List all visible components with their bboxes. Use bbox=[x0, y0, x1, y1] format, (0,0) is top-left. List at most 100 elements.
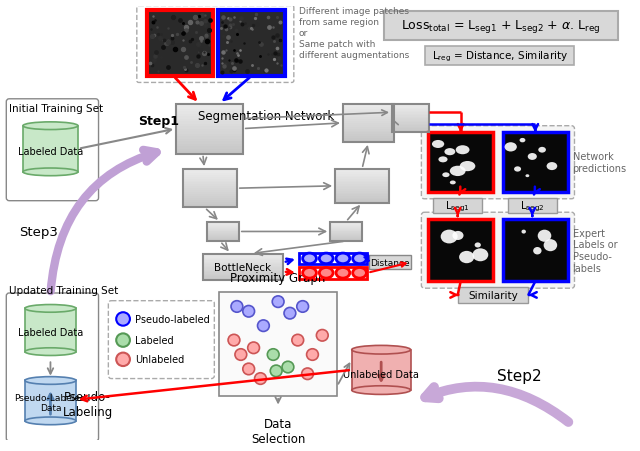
Bar bbox=[335, 170, 389, 172]
Ellipse shape bbox=[538, 147, 546, 153]
Bar bbox=[428, 133, 493, 193]
Bar bbox=[335, 186, 389, 189]
Ellipse shape bbox=[23, 169, 78, 176]
Bar bbox=[335, 188, 389, 190]
Bar bbox=[183, 194, 237, 197]
Bar bbox=[330, 228, 362, 230]
Text: $\mathrm{Loss_{total}}$ = $\mathrm{L_{seg1}}$ + $\mathrm{L_{seg2}}$ + $\alpha$. : $\mathrm{Loss_{total}}$ = $\mathrm{L_{se… bbox=[401, 18, 600, 35]
Bar bbox=[335, 178, 389, 180]
Bar bbox=[183, 183, 237, 185]
Bar bbox=[176, 107, 243, 110]
Bar bbox=[330, 232, 362, 233]
Bar bbox=[330, 240, 362, 242]
Bar bbox=[203, 263, 283, 265]
Bar bbox=[335, 200, 389, 202]
Text: Pseudo-
Labeling: Pseudo- Labeling bbox=[63, 390, 113, 418]
Bar bbox=[392, 120, 429, 122]
Bar bbox=[343, 139, 394, 141]
Ellipse shape bbox=[444, 149, 455, 156]
Text: Unlabeled Data: Unlabeled Data bbox=[343, 369, 419, 379]
Bar bbox=[392, 104, 429, 133]
Bar bbox=[299, 267, 367, 279]
Bar bbox=[392, 126, 429, 128]
Circle shape bbox=[316, 330, 328, 341]
Bar bbox=[203, 258, 283, 260]
Bar bbox=[335, 185, 389, 187]
Bar bbox=[207, 228, 239, 230]
Text: Segmentation Network: Segmentation Network bbox=[198, 110, 335, 123]
Circle shape bbox=[116, 353, 130, 366]
Ellipse shape bbox=[353, 253, 367, 264]
Ellipse shape bbox=[442, 173, 449, 178]
FancyBboxPatch shape bbox=[421, 213, 575, 289]
Bar bbox=[176, 129, 243, 132]
Bar bbox=[330, 226, 362, 228]
Bar bbox=[426, 47, 575, 66]
Ellipse shape bbox=[352, 345, 411, 354]
Bar bbox=[335, 176, 389, 179]
Bar bbox=[207, 237, 239, 238]
Circle shape bbox=[243, 306, 255, 318]
Bar bbox=[176, 134, 243, 137]
Bar bbox=[330, 238, 362, 239]
Bar bbox=[352, 350, 411, 390]
Ellipse shape bbox=[25, 377, 76, 384]
Bar bbox=[392, 113, 429, 115]
Bar bbox=[335, 195, 389, 197]
Text: L$_{\mathrm{seg1}}$: L$_{\mathrm{seg1}}$ bbox=[445, 199, 470, 213]
Bar bbox=[176, 104, 243, 107]
Ellipse shape bbox=[533, 248, 541, 255]
Text: Proximity Graph: Proximity Graph bbox=[230, 272, 326, 285]
Bar bbox=[330, 239, 362, 240]
Bar bbox=[207, 234, 239, 235]
Bar bbox=[207, 224, 239, 226]
Bar bbox=[503, 220, 568, 282]
Bar bbox=[508, 198, 557, 214]
Bar bbox=[343, 131, 394, 133]
Bar bbox=[207, 223, 239, 225]
Bar bbox=[207, 229, 239, 230]
Bar bbox=[203, 265, 283, 267]
Bar bbox=[330, 233, 362, 235]
Bar bbox=[183, 204, 237, 207]
Bar bbox=[207, 235, 239, 236]
Bar bbox=[343, 122, 394, 124]
Bar bbox=[392, 116, 429, 118]
Bar bbox=[330, 222, 362, 224]
Circle shape bbox=[116, 313, 130, 326]
Bar bbox=[203, 277, 283, 279]
Bar bbox=[343, 120, 394, 122]
Bar bbox=[176, 132, 243, 135]
Bar bbox=[343, 106, 394, 109]
Text: Step2: Step2 bbox=[497, 368, 542, 383]
Bar bbox=[207, 239, 239, 241]
Circle shape bbox=[292, 335, 303, 346]
Bar bbox=[335, 202, 389, 204]
Circle shape bbox=[248, 342, 259, 354]
Ellipse shape bbox=[459, 251, 474, 264]
Bar bbox=[183, 193, 237, 195]
Bar bbox=[147, 11, 213, 77]
Bar bbox=[343, 116, 394, 118]
Ellipse shape bbox=[456, 146, 470, 155]
Bar bbox=[203, 262, 283, 264]
Bar bbox=[203, 274, 283, 276]
Bar bbox=[207, 238, 239, 239]
Bar bbox=[207, 226, 239, 228]
Bar bbox=[203, 266, 283, 268]
Bar bbox=[25, 308, 76, 352]
Text: Data
Selection: Data Selection bbox=[251, 417, 305, 445]
Bar bbox=[392, 109, 429, 110]
Bar bbox=[335, 198, 389, 200]
Bar bbox=[343, 114, 394, 116]
Circle shape bbox=[282, 361, 294, 373]
Text: Expert
Labels or
Pseudo-
labels: Expert Labels or Pseudo- labels bbox=[573, 228, 617, 273]
Circle shape bbox=[307, 349, 318, 360]
Ellipse shape bbox=[472, 249, 488, 262]
Bar bbox=[207, 231, 239, 232]
Ellipse shape bbox=[450, 181, 456, 185]
Bar bbox=[343, 135, 394, 138]
Bar bbox=[183, 191, 237, 193]
Bar bbox=[343, 104, 394, 107]
Bar bbox=[330, 237, 362, 238]
